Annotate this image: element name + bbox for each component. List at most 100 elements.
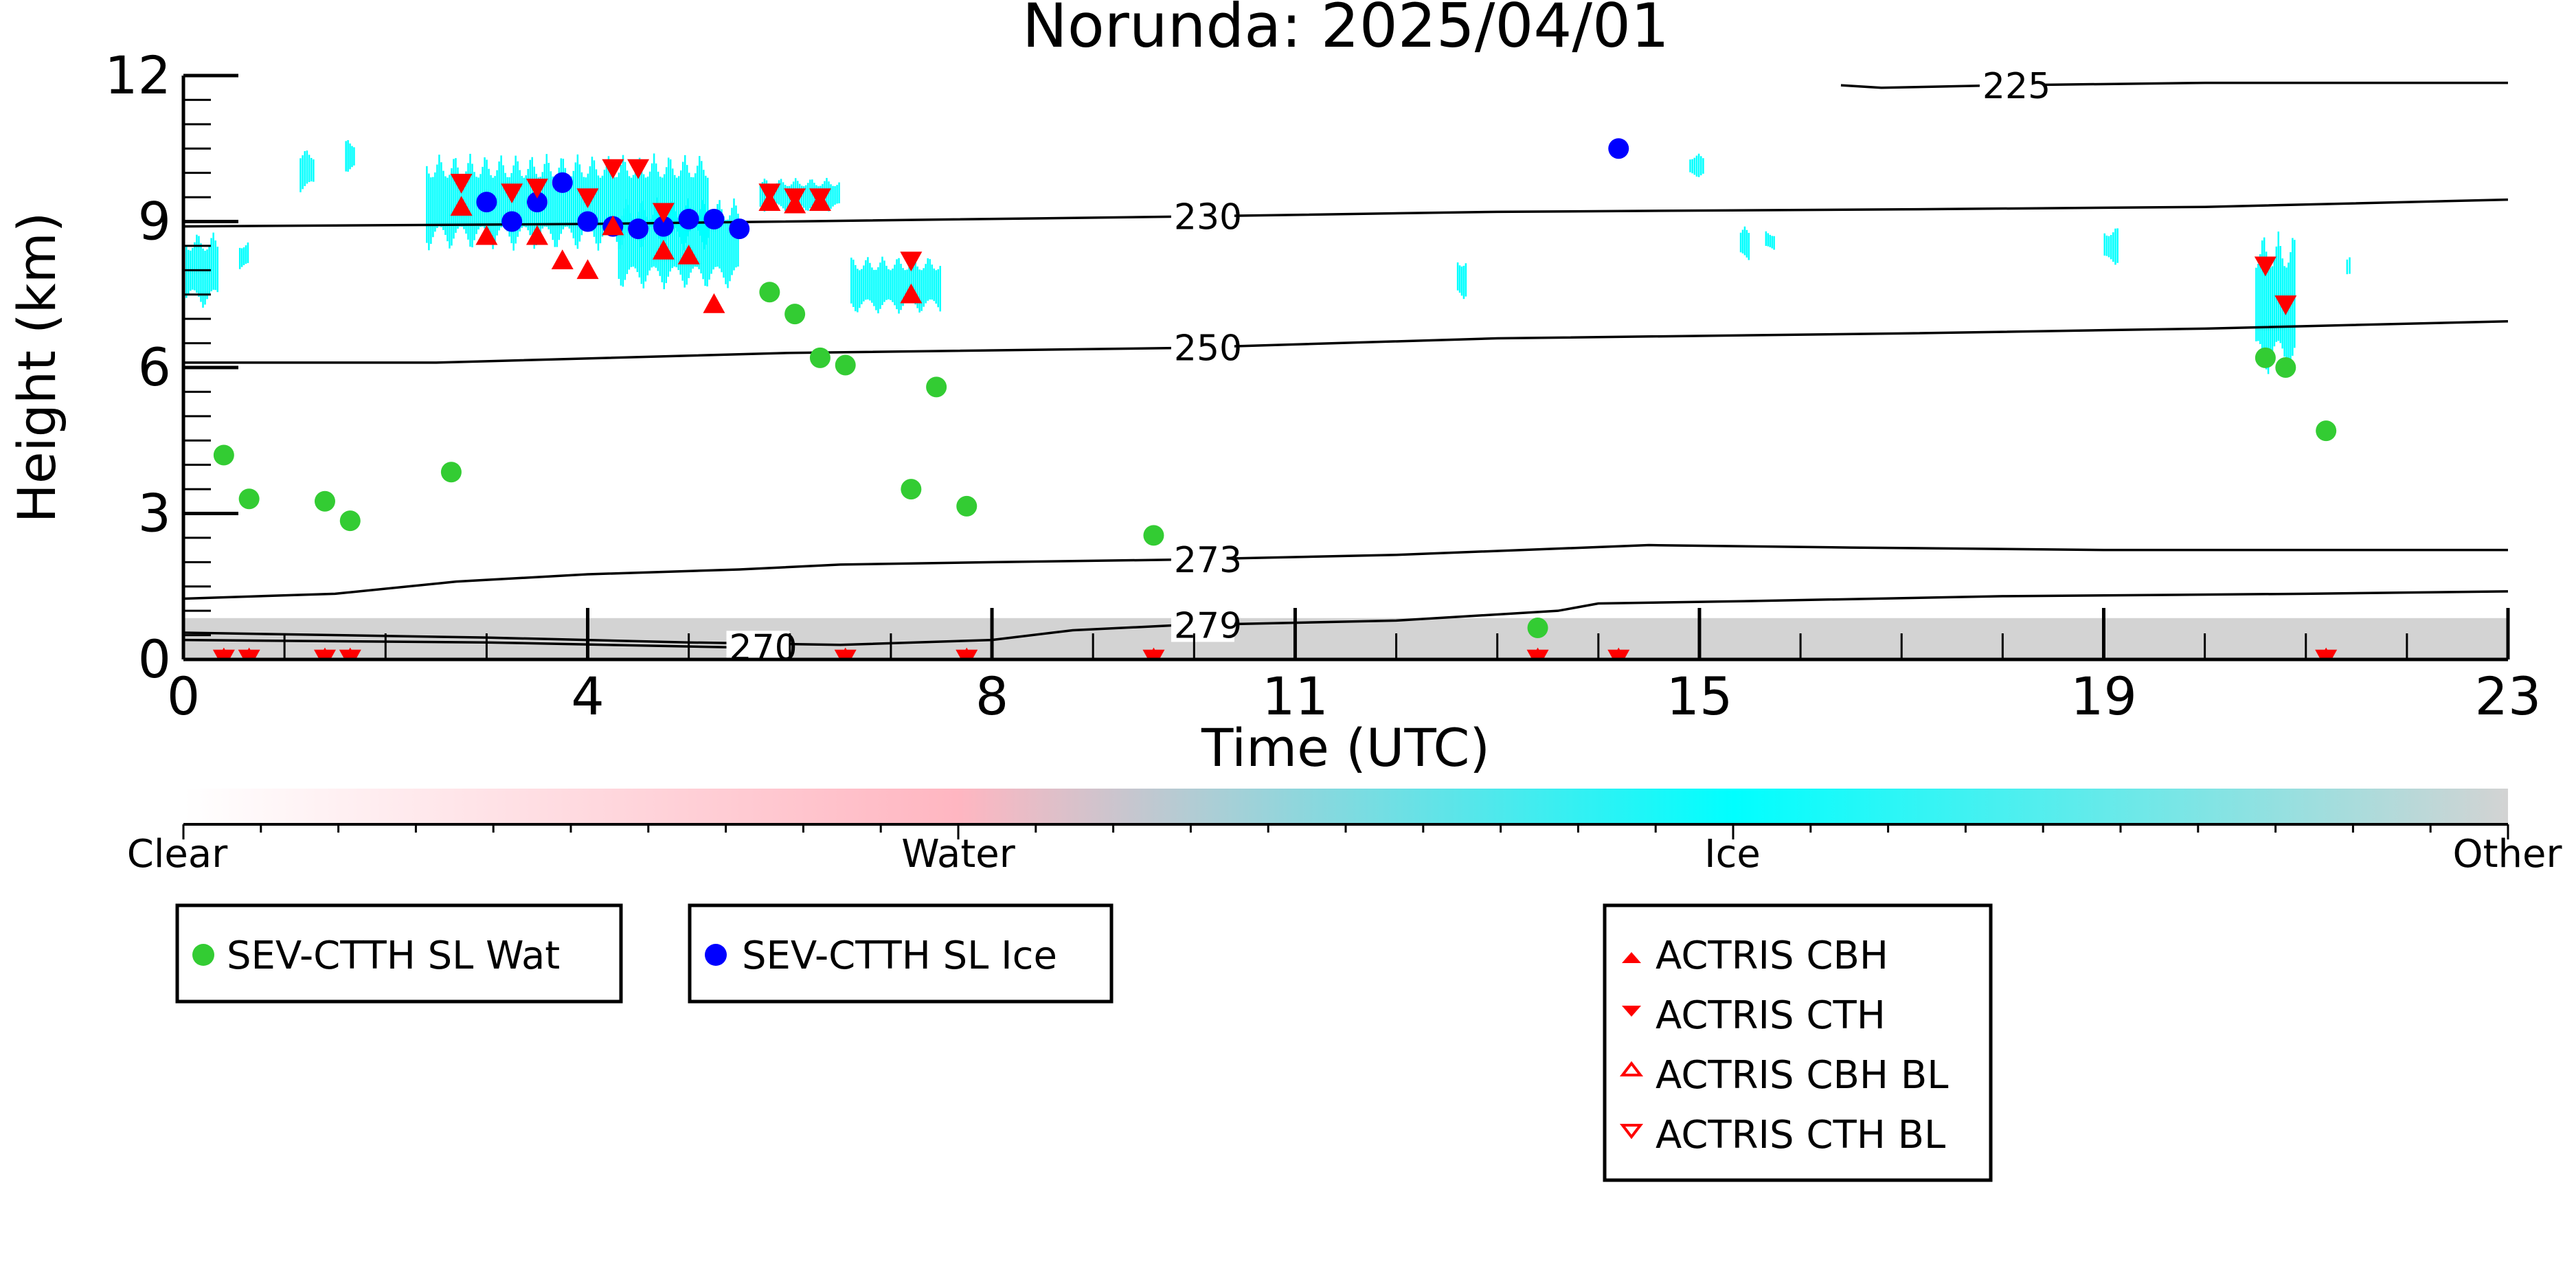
legend-box-ice: SEV-CTTH SL Ice [688,903,1114,1004]
data-point [552,172,573,193]
data-point [238,488,260,510]
plot-area [183,81,2508,659]
isotherm-labels: 230 250 273 279 270 225 [726,66,2050,668]
data-point [2255,347,2276,368]
data-point [475,225,498,245]
isotherm-line [183,319,2508,364]
data-point [2315,649,2338,659]
data-point [526,225,548,245]
isotherm-label: 270 [730,627,798,668]
series-sev-ctth-sl-wat [213,282,2337,638]
data-point [577,211,598,232]
isotherm-line [183,590,2508,646]
y-tick-label: 3 [138,483,171,544]
data-point [576,259,599,280]
isotherm-line [183,543,2508,600]
data-point [956,495,978,517]
colorbar-label-ice: Ice [1704,832,1761,877]
y-tick-label: 6 [138,337,171,398]
ice-patch [1689,153,1704,177]
data-point [1607,649,1630,659]
data-point [450,174,473,194]
data-point [551,249,574,269]
legend-label-ice: SEV-CTTH SL Ice [742,934,1057,978]
data-point [677,245,700,264]
data-point [602,159,624,179]
data-point [501,211,523,232]
isotherm-label-bg [1171,331,1234,365]
ice-patch [345,140,355,172]
legend-marker-cbh [1622,952,1641,963]
ice-patch [850,256,941,314]
legend-label-cbh-bl: ACTRIS CBH BL [1656,1053,1948,1098]
data-point [339,510,361,532]
isotherm-label-bg [1979,69,2043,102]
legend-marker-cth-bl [1619,1124,1644,1140]
legend-marker-cbh-bl [1619,1061,1644,1076]
legend-box-actris: ACTRIS CBH ACTRIS CTH ACTRIS CBH BL ACTR… [1603,903,1993,1182]
data-point [809,347,831,368]
data-point [339,649,361,659]
ice-patch [300,150,315,192]
data-point [476,192,497,213]
data-point [450,196,473,216]
y-tick-label: 0 [138,629,171,690]
data-point [628,218,649,240]
data-point [834,649,857,659]
colorbar-ticks [182,824,2509,839]
isotherm-label: 273 [1174,540,1242,581]
legend-label-cth-bl: ACTRIS CTH BL [1656,1113,1945,1157]
isotherm-label-bg [1171,543,1234,576]
ice-patch [1456,262,1467,300]
data-point [212,649,235,659]
data-point [784,304,806,325]
data-point [314,490,335,512]
ice-patch [238,242,249,269]
ice-patch [1765,231,1775,250]
data-point [576,188,599,209]
data-point [526,192,547,213]
isotherm-label: 250 [1174,328,1242,370]
data-point [703,208,725,229]
isotherm-label-bg [1171,200,1234,234]
data-point [1143,525,1164,546]
data-point [835,354,856,376]
x-tick-label: 8 [975,666,1008,727]
isotherm-label-bg [1171,609,1234,642]
data-point [956,649,978,659]
data-point [238,649,260,659]
x-tick-label: 0 [167,666,200,727]
data-point [784,188,806,209]
ice-patch [1739,226,1750,260]
isotherm-label: 230 [1174,196,1242,238]
data-point [2274,295,2297,315]
data-point [900,283,923,304]
x-axis-label: Time (UTC) [1201,717,1490,778]
axes: 0 3 6 9 12 0 4 8 11 15 19 23 [104,45,2541,727]
y-tick-label: 9 [138,191,171,252]
data-point [653,216,674,237]
ice-patch [2103,228,2119,265]
data-markers [212,138,2338,659]
colorbar-label-water: Water [901,832,1016,877]
colorbar-label-other: Other [2452,832,2562,877]
data-point [602,215,624,236]
isotherm-label: 279 [1174,605,1242,646]
data-point [678,208,699,229]
data-point [652,203,675,223]
ice-patch [2346,257,2351,275]
data-point [2275,357,2296,378]
legend-box-water: SEV-CTTH SL Wat [175,903,623,1004]
data-point [213,444,234,466]
x-tick-label: 15 [1667,666,1733,727]
data-point [526,179,548,199]
cloud-mask [183,140,2508,659]
legend-marker-ice [705,944,727,966]
isotherm-label: 225 [1982,66,2050,107]
colorbar: Clear Water Ice Other [127,789,2562,877]
data-point [627,159,650,179]
data-point [809,188,831,209]
legend-marker-cth [1622,1006,1641,1017]
x-tick-label: 23 [2475,666,2542,727]
